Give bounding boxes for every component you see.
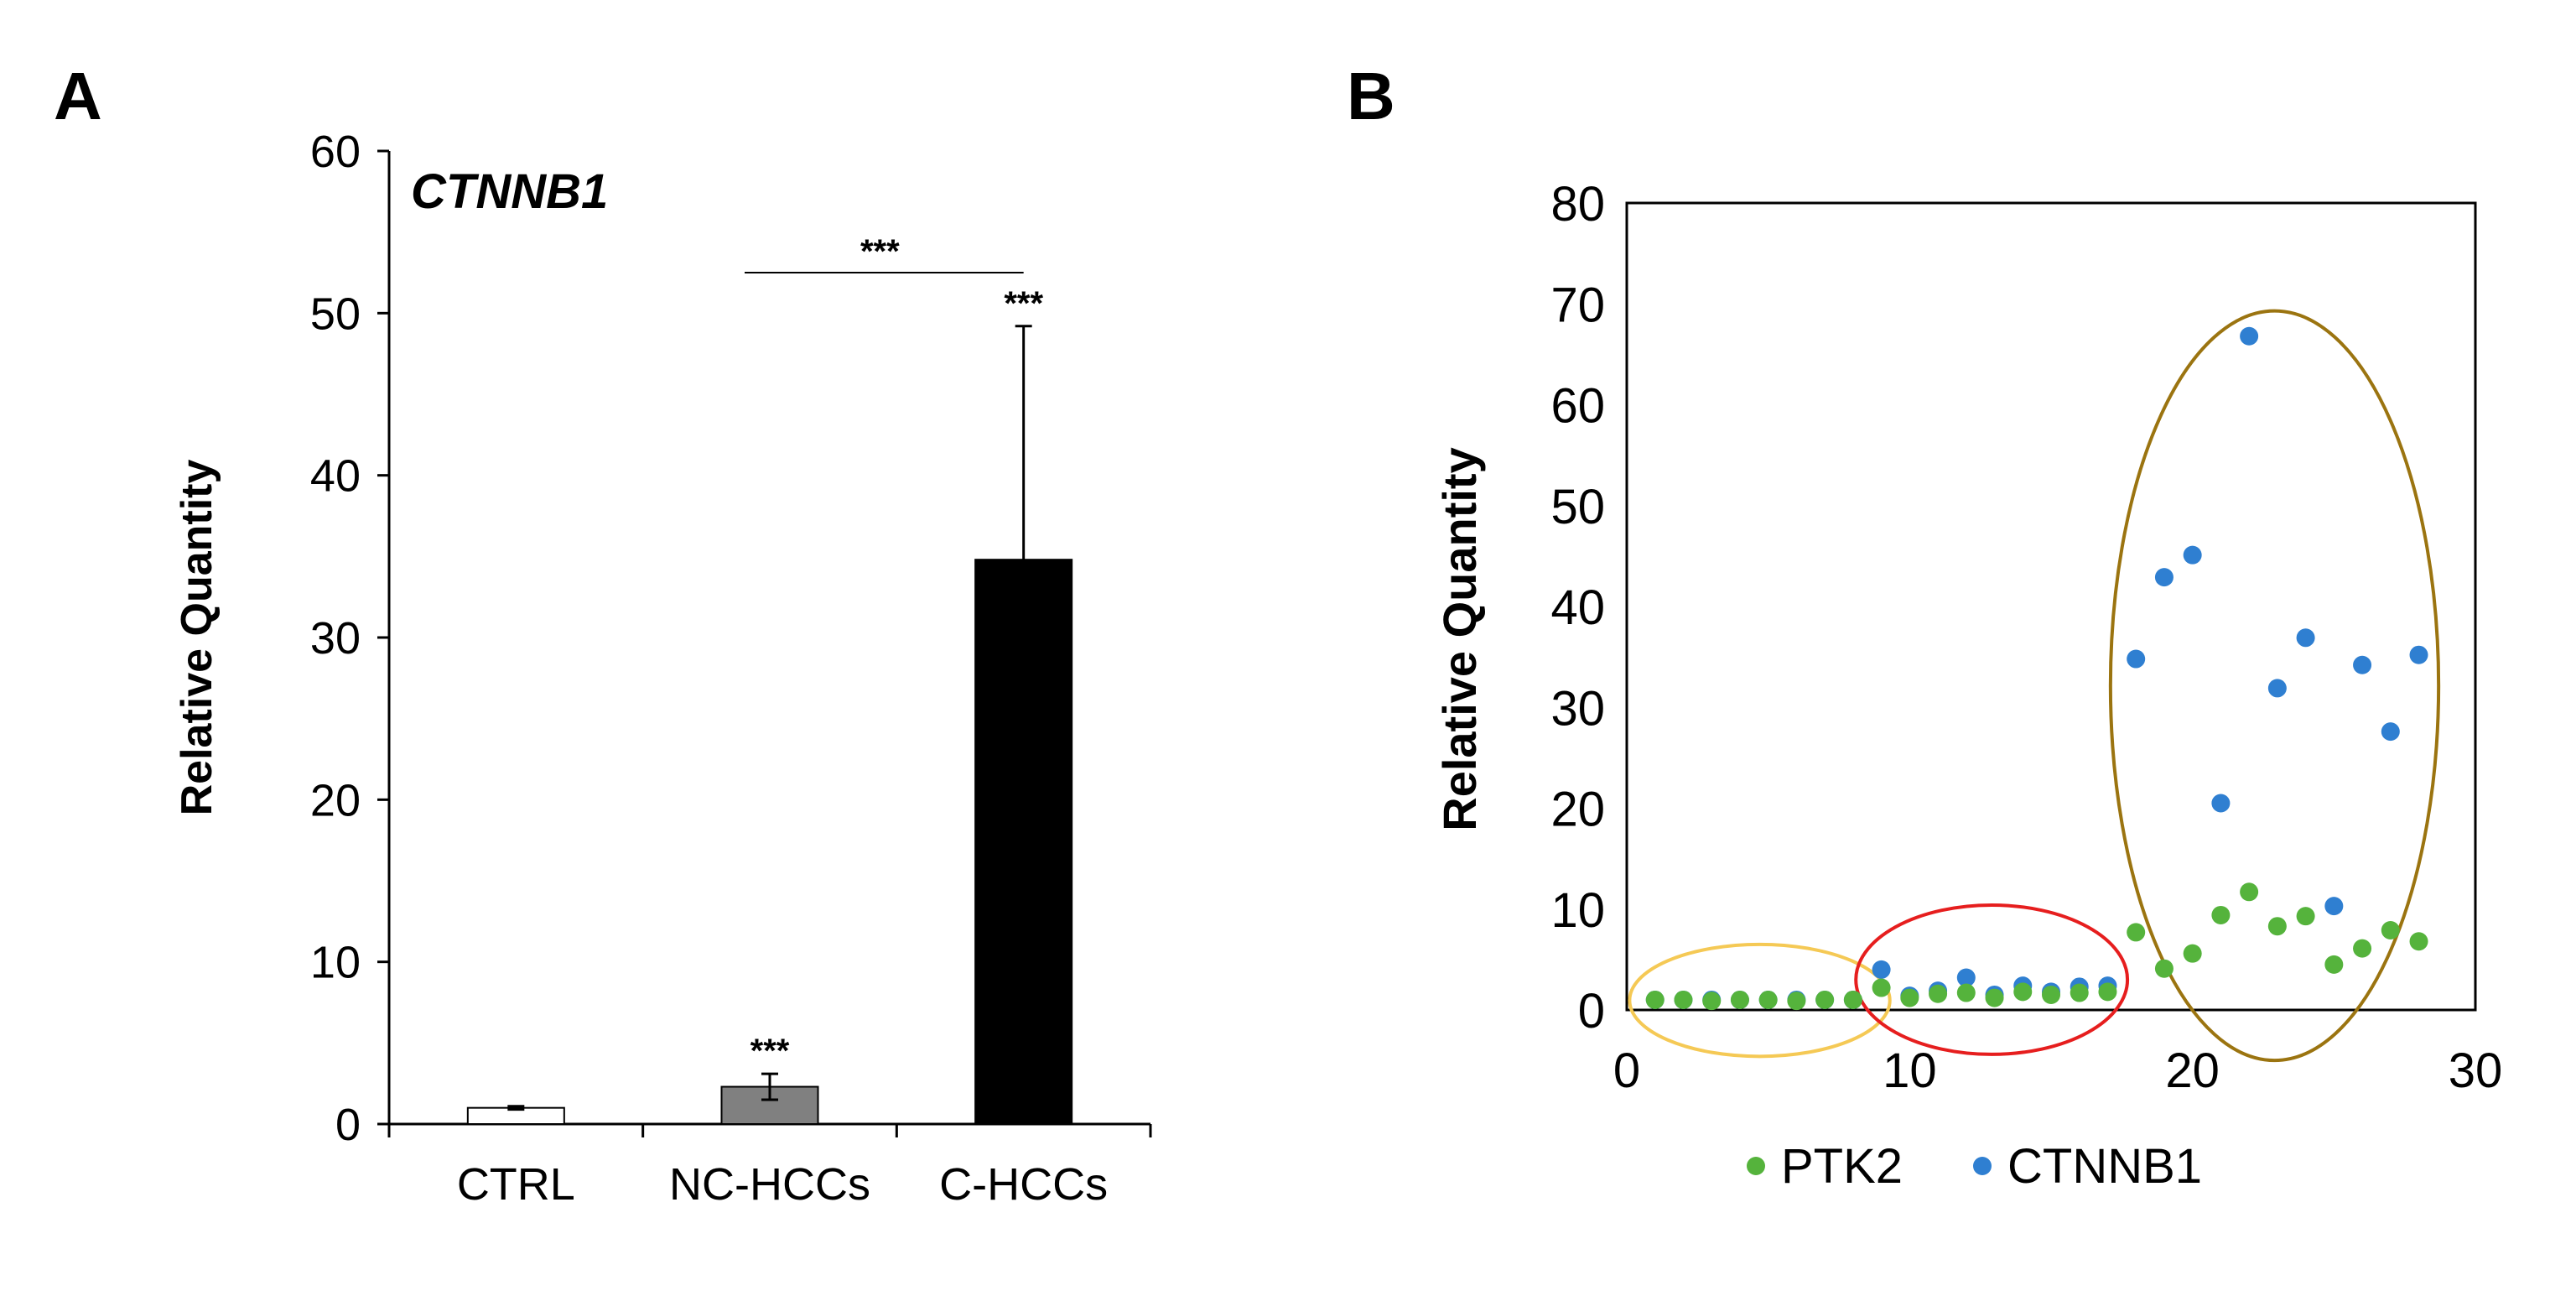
scatter-point (2127, 923, 2146, 942)
scatter-point (2267, 679, 2287, 698)
scatter-point (2211, 794, 2231, 813)
y-tick-label: 0 (335, 1100, 361, 1150)
scatter-point (2324, 897, 2344, 916)
legend-marker-ptk2 (1747, 1157, 1765, 1175)
panel-b-points (1645, 326, 2428, 1011)
panel-a-comparison-bracket: *** (745, 233, 1024, 273)
panel-a-label: A (54, 59, 102, 133)
group-ellipse (2108, 309, 2441, 1063)
x-tick-label: CTRL (457, 1159, 575, 1210)
scatter-point (2296, 628, 2315, 648)
x-tick-label: 20 (2165, 1044, 2220, 1098)
legend-marker-ctnnb1 (1973, 1157, 1992, 1175)
scatter-point (1843, 990, 1862, 1009)
scatter-point (2409, 645, 2428, 664)
scatter-point (1815, 990, 1835, 1009)
x-tick-label: 0 (1613, 1044, 1640, 1098)
x-tick-label: 30 (2449, 1044, 2503, 1098)
y-tick-label: 50 (1550, 480, 1605, 534)
comparison-label: *** (860, 233, 900, 270)
scatter-point (1730, 990, 1749, 1009)
legend-label-ptk2: PTK2 (1781, 1139, 1903, 1194)
scatter-point (2240, 882, 2259, 902)
bar (720, 1085, 819, 1125)
panel-a-bar-chart: A CTNNB1 Relative Quantity 0 10 20 30 40 50 60… (54, 59, 1152, 1210)
panel-a-significance: *** *** (750, 285, 1044, 1070)
scatter-point (2211, 905, 2231, 924)
y-tick-label: 70 (1550, 278, 1605, 332)
panel-b-y-ticks: 0 10 20 30 40 50 60 70 80 (1550, 177, 1605, 1038)
scatter-point (1985, 988, 2004, 1007)
scatter-point (2324, 955, 2344, 974)
y-tick-label: 20 (310, 775, 361, 825)
scatter-point (2296, 907, 2315, 926)
panel-b-plot-frame (1625, 201, 2477, 1012)
y-tick-label: 60 (310, 127, 361, 177)
x-tick-label: NC-HCCs (669, 1159, 870, 1210)
y-tick-label: 60 (1550, 379, 1605, 434)
group-ellipse (1628, 942, 1892, 1059)
scatter-point (2154, 959, 2174, 978)
y-tick-label: 20 (1550, 783, 1605, 837)
scatter-point (2267, 917, 2287, 936)
legend-label-ctnnb1: CTNNB1 (2007, 1139, 2202, 1194)
scatter-point (2183, 944, 2202, 963)
panel-b-x-ticks: 0 10 20 30 (1613, 1044, 2502, 1098)
scatter-point (2353, 655, 2372, 674)
scatter-point (1929, 984, 1948, 1003)
scatter-point (2154, 568, 2174, 587)
scatter-point (2240, 326, 2259, 346)
panel-a-bars (466, 559, 1073, 1125)
scatter-point (2183, 545, 2202, 565)
panel-b-label: B (1347, 59, 1395, 133)
scatter-point (2381, 921, 2400, 940)
x-tick-label: C-HCCs (939, 1159, 1108, 1210)
scatter-point (1900, 988, 1919, 1007)
scatter-point (2042, 985, 2060, 1004)
panel-b-group-ellipses (1628, 309, 2441, 1063)
panel-a-error-bars (507, 325, 1032, 1111)
panel-a-y-ticks: 0 10 20 30 40 50 60 (310, 127, 389, 1150)
scatter-point (1872, 978, 1891, 997)
scatter-point (1787, 992, 1806, 1011)
y-tick-label: 0 (1578, 984, 1605, 1038)
scatter-point (1645, 990, 1665, 1009)
y-tick-label: 30 (310, 613, 361, 664)
y-tick-label: 40 (310, 451, 361, 502)
scatter-point (2013, 982, 2033, 1002)
significance-label: *** (750, 1033, 790, 1070)
x-tick-label: 10 (1883, 1044, 1937, 1098)
panel-a-x-ticks: CTRL NC-HCCs C-HCCs (387, 1124, 1152, 1210)
panel-a-y-axis-label: Relative Quantity (173, 460, 221, 816)
scatter-point (1956, 968, 1976, 987)
y-tick-label: 50 (310, 289, 361, 339)
y-tick-label: 40 (1550, 580, 1605, 635)
scatter-point (2353, 939, 2372, 958)
group-ellipse (1854, 903, 2130, 1056)
significance-label: *** (1004, 285, 1043, 322)
y-tick-label: 80 (1550, 177, 1605, 232)
y-tick-label: 10 (1550, 883, 1605, 938)
panel-b-scatter-chart: B Relative Quantity 0 10 20 30 40 50 60 70 80 0 1… (1347, 59, 2502, 1194)
scatter-point (1674, 990, 1693, 1009)
panel-b-y-axis-label: Relative Quantity (1433, 447, 1486, 830)
scatter-point (1956, 983, 1976, 1002)
panel-a-title: CTNNB1 (411, 164, 608, 219)
y-tick-label: 30 (1550, 681, 1605, 736)
y-tick-label: 10 (310, 938, 361, 988)
bar (974, 559, 1073, 1125)
scatter-point (2409, 932, 2428, 951)
scatter-point (2127, 649, 2146, 669)
scatter-point (1872, 960, 1891, 979)
scatter-point (2098, 982, 2117, 1002)
scatter-point (2381, 722, 2400, 742)
scatter-point (2070, 983, 2089, 1002)
panel-b-legend: PTK2 CTNNB1 (1747, 1139, 2202, 1194)
scatter-point (1758, 990, 1778, 1009)
scatter-point (1702, 992, 1722, 1011)
